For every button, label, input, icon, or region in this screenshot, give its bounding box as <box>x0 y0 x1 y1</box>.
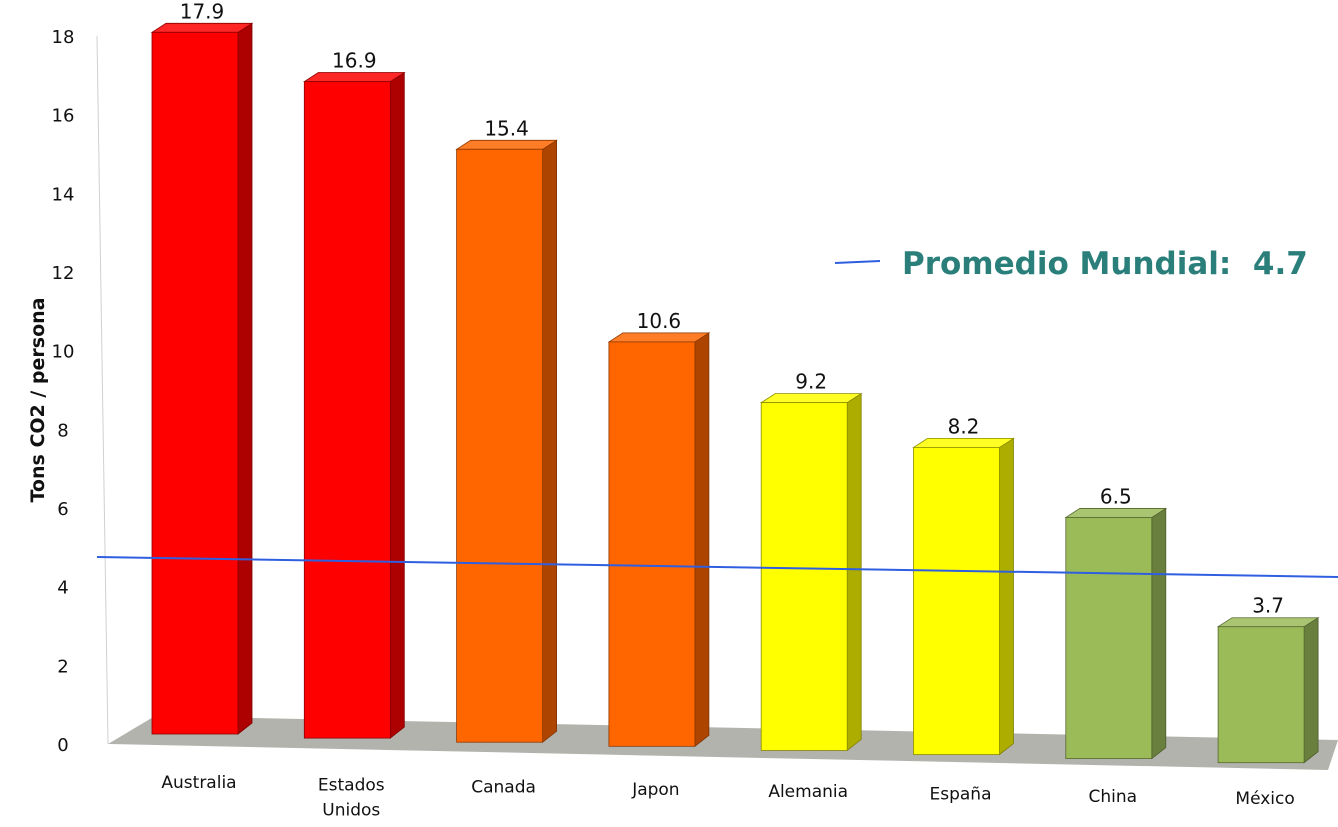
bar-side <box>542 139 557 744</box>
data-label: 16.9 <box>332 49 377 73</box>
world-average-line <box>96 556 1338 578</box>
y-tick-label: 0 <box>57 735 68 756</box>
bar-front <box>303 81 391 739</box>
x-tick-label: España <box>930 785 992 805</box>
bar-side <box>1151 507 1167 760</box>
y-axis-ticks: 0 2 4 6 8 10 12 14 16 18 <box>52 27 75 756</box>
y-tick-label: 10 <box>52 342 75 363</box>
world-average-annotation: Promedio Mundial: 4.7 <box>902 246 1308 282</box>
bar-front <box>151 31 239 735</box>
y-tick-label: 8 <box>57 420 68 441</box>
bar <box>1216 616 1320 764</box>
bar <box>1064 507 1168 760</box>
bar-side <box>846 392 862 752</box>
bar-front <box>456 148 544 743</box>
data-label: 9.2 <box>795 370 827 394</box>
x-tick-label: China <box>1089 787 1138 807</box>
bar-front <box>1217 626 1305 764</box>
y-tick-label: 12 <box>52 263 75 284</box>
y-tick-label: 6 <box>57 499 68 520</box>
bar-front <box>913 447 1000 755</box>
legend-line-swatch <box>834 260 881 264</box>
chart-floor <box>108 716 1338 770</box>
data-label: 15.4 <box>484 116 529 140</box>
bar-front <box>1065 517 1153 760</box>
x-tick-label: Canada <box>471 778 536 798</box>
data-label: 17.9 <box>180 0 225 23</box>
bar-front <box>760 402 848 751</box>
x-tick-label: Japon <box>631 780 679 800</box>
bar <box>455 139 558 744</box>
data-label: 10.6 <box>637 309 682 333</box>
x-axis-ticks: Australia Estados Unidos Canada Japon Alemani… <box>161 773 1294 820</box>
y-tick-label: 16 <box>52 106 75 127</box>
bar-side <box>694 332 710 748</box>
y-tick-label: 4 <box>57 578 68 599</box>
x-tick-label: Australia <box>161 773 236 793</box>
data-label: 8.2 <box>948 414 980 438</box>
bar-top <box>455 139 558 150</box>
x-tick-label: Alemania <box>768 782 848 802</box>
x-tick-label: Estados Unidos <box>318 775 385 820</box>
y-axis-label: Tons CO2 / persona <box>27 298 49 503</box>
y-tick-label: 2 <box>57 656 68 677</box>
y-tick-label: 18 <box>52 27 75 48</box>
y-axis-line <box>96 35 109 745</box>
bar-side <box>1303 616 1319 764</box>
bar-side <box>389 71 405 739</box>
bar-front <box>608 341 696 747</box>
bar <box>150 22 254 735</box>
bar <box>912 437 1015 756</box>
bar-side <box>999 437 1014 756</box>
x-tick-label: México <box>1235 789 1294 809</box>
y-tick-label: 14 <box>52 184 75 205</box>
bars <box>150 22 1320 764</box>
bar-top <box>759 393 863 404</box>
bar-top <box>302 72 406 82</box>
bar-side <box>237 22 253 735</box>
data-labels: 17.9 16.9 15.4 10.6 9.2 8.2 6.5 3.7 <box>180 0 1284 618</box>
bar-top <box>912 438 1015 448</box>
data-label: 6.5 <box>1100 484 1132 508</box>
bar <box>607 332 711 748</box>
data-label: 3.7 <box>1252 594 1284 618</box>
bar-top <box>1216 617 1320 628</box>
bar-top <box>1064 508 1168 518</box>
bar-top <box>150 22 254 33</box>
bar <box>759 392 863 752</box>
bar <box>302 71 406 739</box>
bar-top <box>607 332 711 343</box>
